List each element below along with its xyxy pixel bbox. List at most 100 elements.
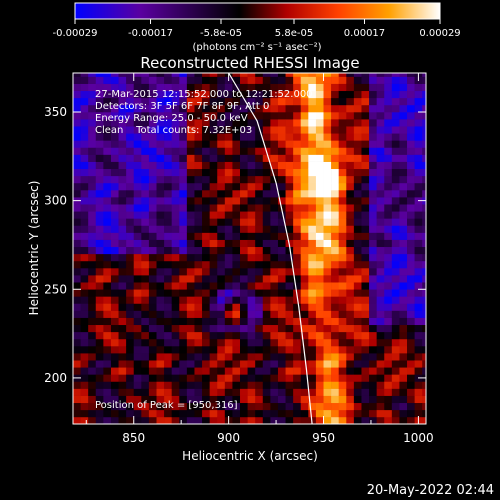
heatmap-cell (293, 360, 302, 368)
heatmap-cell (202, 416, 210, 424)
heatmap-cell (255, 260, 264, 269)
heatmap-cell (224, 275, 233, 283)
heatmap-cell (164, 197, 172, 205)
heatmap-cell (240, 154, 248, 162)
heatmap-cell (422, 175, 426, 184)
heatmap-cell (346, 246, 355, 255)
heatmap-cell (148, 133, 157, 141)
heatmap-cell (422, 331, 426, 340)
heatmap-cell (315, 367, 324, 375)
heatmap-cell (270, 119, 279, 127)
heatmap-cell (80, 73, 89, 77)
heatmap-cell (353, 112, 362, 120)
heatmap-cell (293, 97, 302, 106)
heatmap-cell (240, 239, 248, 248)
heatmap-cell (407, 381, 415, 389)
heatmap-cell (164, 268, 172, 276)
heatmap-cell (156, 253, 165, 262)
heatmap-cell (270, 126, 279, 134)
heatmap-cell (391, 147, 400, 155)
heatmap-cell (73, 353, 81, 361)
heatmap-cell (209, 317, 218, 326)
heatmap-cell (224, 112, 233, 120)
heatmap-cell (255, 296, 264, 304)
heatmap-cell (315, 126, 324, 134)
heatmap-cell (300, 225, 309, 233)
heatmap-cell (217, 175, 226, 184)
x-tick-label: 900 (217, 431, 240, 445)
heatmap-cell (399, 296, 408, 304)
heatmap-cell (118, 119, 127, 127)
heatmap-cell (376, 73, 385, 77)
heatmap-cell (414, 346, 423, 354)
heatmap-cell (353, 232, 362, 240)
heatmap-cell (133, 97, 142, 106)
heatmap-cell (315, 197, 324, 205)
heatmap-cell (315, 73, 324, 77)
heatmap-cell (308, 367, 317, 375)
heatmap-cell (95, 246, 104, 255)
heatmap-cell (323, 232, 332, 240)
heatmap-cell (361, 381, 370, 389)
heatmap-cell (407, 360, 415, 368)
heatmap-cell (126, 367, 135, 375)
heatmap-cell (414, 112, 423, 120)
heatmap-cell (255, 246, 264, 255)
heatmap-cell (186, 190, 195, 198)
heatmap-cell (361, 317, 370, 326)
heatmap-cell (133, 409, 142, 418)
heatmap-cell (80, 289, 89, 297)
heatmap-cell (376, 409, 385, 418)
heatmap-cell (338, 338, 347, 347)
heatmap-cell (331, 353, 339, 361)
heatmap-cell (209, 126, 218, 134)
heatmap-cell (133, 367, 142, 375)
heatmap-cell (73, 289, 81, 297)
heatmap-cell (194, 381, 203, 389)
heatmap-cell (369, 409, 377, 418)
heatmap-cell (331, 282, 339, 290)
heatmap-cell (353, 147, 362, 155)
heatmap-cell (194, 324, 203, 333)
heatmap-cell (164, 204, 172, 212)
heatmap-cell (118, 367, 127, 375)
heatmap-cell (240, 175, 248, 184)
heatmap-cell (164, 374, 172, 382)
heatmap-cell (414, 104, 423, 113)
heatmap-cell (240, 317, 248, 326)
heatmap-cell (118, 331, 127, 340)
heatmap-cell (141, 289, 150, 297)
heatmap-cell (80, 282, 89, 290)
heatmap-cell (376, 246, 385, 255)
heatmap-cell (194, 147, 203, 155)
heatmap-cell (293, 175, 302, 184)
heatmap-cell (88, 161, 97, 170)
heatmap-cell (80, 126, 89, 134)
heatmap-cell (255, 112, 264, 120)
heatmap-cell (315, 112, 324, 120)
heatmap-cell (224, 211, 233, 219)
heatmap-cell (80, 367, 89, 375)
heatmap-cell (331, 154, 339, 162)
heatmap-cell (391, 119, 400, 127)
heatmap-cell (369, 119, 377, 127)
heatmap-cell (217, 218, 226, 226)
heatmap-cell (255, 338, 264, 347)
heatmap-cell (232, 310, 241, 318)
heatmap-cell (156, 374, 165, 382)
heatmap-cell (217, 360, 226, 368)
heatmap-cell (323, 126, 332, 134)
heatmap-cell (156, 331, 165, 340)
heatmap-cell (384, 268, 393, 276)
heatmap-cell (88, 73, 97, 77)
heatmap-cell (209, 416, 218, 424)
heatmap-cell (110, 154, 119, 162)
heatmap-cell (331, 381, 339, 389)
heatmap-cell (407, 239, 415, 248)
heatmap-cell (88, 409, 97, 418)
heatmap-cell (164, 331, 172, 340)
heatmap-cell (179, 161, 188, 170)
heatmap-cell (103, 253, 112, 262)
heatmap-cell (262, 253, 271, 262)
heatmap-cell (194, 218, 203, 226)
